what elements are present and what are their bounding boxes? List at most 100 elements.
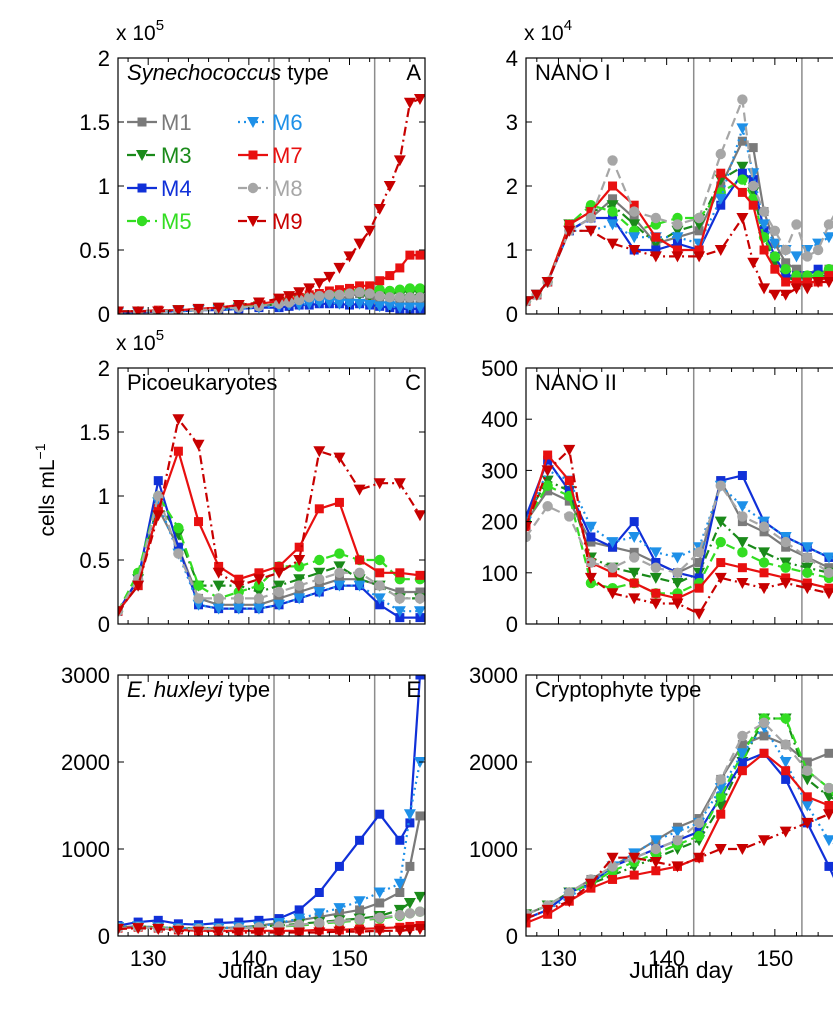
y-tick-label-d-0: 0	[506, 612, 518, 637]
point-b-m8-17	[802, 251, 813, 262]
legend-marker-m9	[247, 216, 259, 227]
y-multiplier-b: x 104	[524, 17, 572, 45]
point-c-m3-9	[293, 574, 306, 586]
legend-label-m4: M4	[161, 176, 192, 201]
point-a-m6-18	[373, 301, 386, 313]
point-f-m8-7	[672, 835, 683, 846]
panel-letter-c: C	[405, 370, 421, 395]
point-c-m7-7	[254, 568, 264, 578]
point-c-m8-15	[414, 593, 425, 604]
point-b-m8-9	[693, 212, 705, 224]
point-a-m7-16	[355, 281, 365, 291]
point-d-m5-13	[802, 567, 813, 578]
series-e-m9	[118, 923, 425, 936]
x-tick-label-f-2: 150	[756, 946, 793, 971]
point-c-m9-15	[413, 510, 425, 522]
point-f-m9-3	[584, 878, 597, 890]
point-d-m3-5	[628, 567, 641, 579]
point-b-m8-15	[780, 244, 791, 256]
series-line-d-m9	[526, 447, 833, 616]
point-b-m7-8	[672, 245, 682, 255]
point-f-m7-9	[716, 809, 726, 819]
series-line-f-m8	[526, 721, 833, 916]
point-b-m7-11	[737, 187, 747, 197]
point-d-m5-10	[737, 547, 748, 558]
point-c-m8-6	[233, 593, 244, 604]
legend-label-m7: M7	[272, 143, 303, 168]
series-d-m9	[526, 444, 833, 620]
point-b-m3-6	[628, 219, 641, 231]
point-c-m3-11	[333, 561, 346, 573]
point-f-m7-5	[629, 870, 639, 880]
y-tick-label-f-3: 3000	[469, 663, 518, 688]
point-e-m9-13	[373, 925, 386, 936]
point-f-m4-12	[781, 774, 791, 784]
point-b-m8-14	[769, 225, 781, 236]
point-b-m9-3	[563, 225, 576, 237]
point-b-m7-19	[824, 271, 833, 281]
point-d-m1-8	[694, 558, 704, 568]
point-b-m7-4	[586, 207, 596, 217]
point-f-m1-14	[824, 748, 833, 758]
series-line-c-m3	[118, 499, 420, 612]
point-d-m3-10	[736, 537, 749, 549]
point-a-m9-8	[273, 293, 286, 305]
point-e-m6-11	[333, 903, 346, 915]
point-b-m3-11	[736, 161, 749, 173]
point-c-m6-8	[273, 599, 286, 611]
point-e-m9-14	[393, 925, 406, 936]
legend-item-m7: M7	[238, 143, 303, 168]
point-e-m9-12	[353, 926, 366, 936]
point-b-m9-9	[693, 251, 706, 263]
point-f-m7-13	[802, 792, 812, 802]
panel-title-e: E. huxleyi type	[127, 677, 270, 702]
point-a-m6-15	[343, 298, 356, 310]
point-e-m4-14	[395, 835, 405, 845]
y-tick-label-a-4: 2	[98, 46, 110, 71]
point-e-m9-5	[212, 926, 225, 936]
point-e-m4-13	[375, 809, 385, 819]
point-b-m8-6	[628, 206, 640, 217]
point-a-m9-1	[132, 306, 145, 314]
point-d-m9-14	[822, 588, 833, 600]
point-e-m6-13	[373, 887, 386, 899]
point-b-m4-18	[813, 264, 823, 274]
point-b-m7-15	[781, 277, 791, 287]
series-line-b-m9	[526, 215, 833, 303]
x-tick-label-f-0: 130	[540, 946, 577, 971]
point-d-m3-7	[671, 578, 684, 590]
point-e-m1-14	[395, 888, 405, 897]
point-a-m7-22	[415, 250, 425, 260]
point-a-m9-10	[293, 287, 306, 299]
point-f-m3-14	[822, 791, 833, 803]
point-e-m4-2	[153, 915, 163, 925]
point-f-m1-13	[802, 757, 812, 767]
point-d-m7-8	[694, 583, 704, 593]
y-multiplier-c: x 105	[116, 327, 164, 355]
panel-a: 0 0.5 1 1.5 2x 105 Synechococcus type A	[79, 17, 426, 327]
legend-label-m6: M6	[272, 110, 303, 135]
point-d-m8-2	[564, 511, 575, 522]
point-f-m9-2	[563, 896, 576, 908]
y-tick-label-f-1: 1000	[469, 837, 518, 862]
axes-frame-d	[525, 367, 833, 625]
y-tick-label-b-1: 1	[506, 238, 518, 263]
point-d-m7-14	[824, 583, 833, 593]
point-b-m7-3	[564, 219, 574, 229]
point-b-m5-11	[737, 174, 748, 185]
point-c-m9-4	[192, 439, 205, 451]
point-c-m9-5	[212, 567, 225, 579]
y-tick-label-a-2: 1	[98, 174, 110, 199]
point-c-m7-9	[294, 542, 304, 552]
point-d-m6-4	[606, 537, 619, 549]
point-b-m1-11	[737, 136, 747, 146]
point-c-m6-12	[353, 580, 366, 592]
point-c-m8-5	[213, 593, 224, 604]
plot-area-e	[118, 675, 425, 936]
point-c-m8-11	[334, 567, 345, 578]
point-c-m9-2	[152, 510, 165, 522]
legend-marker-m6	[247, 117, 259, 128]
point-f-m6-7	[671, 826, 684, 838]
point-d-m7-2	[564, 476, 574, 486]
point-f-m9-5	[628, 852, 641, 864]
